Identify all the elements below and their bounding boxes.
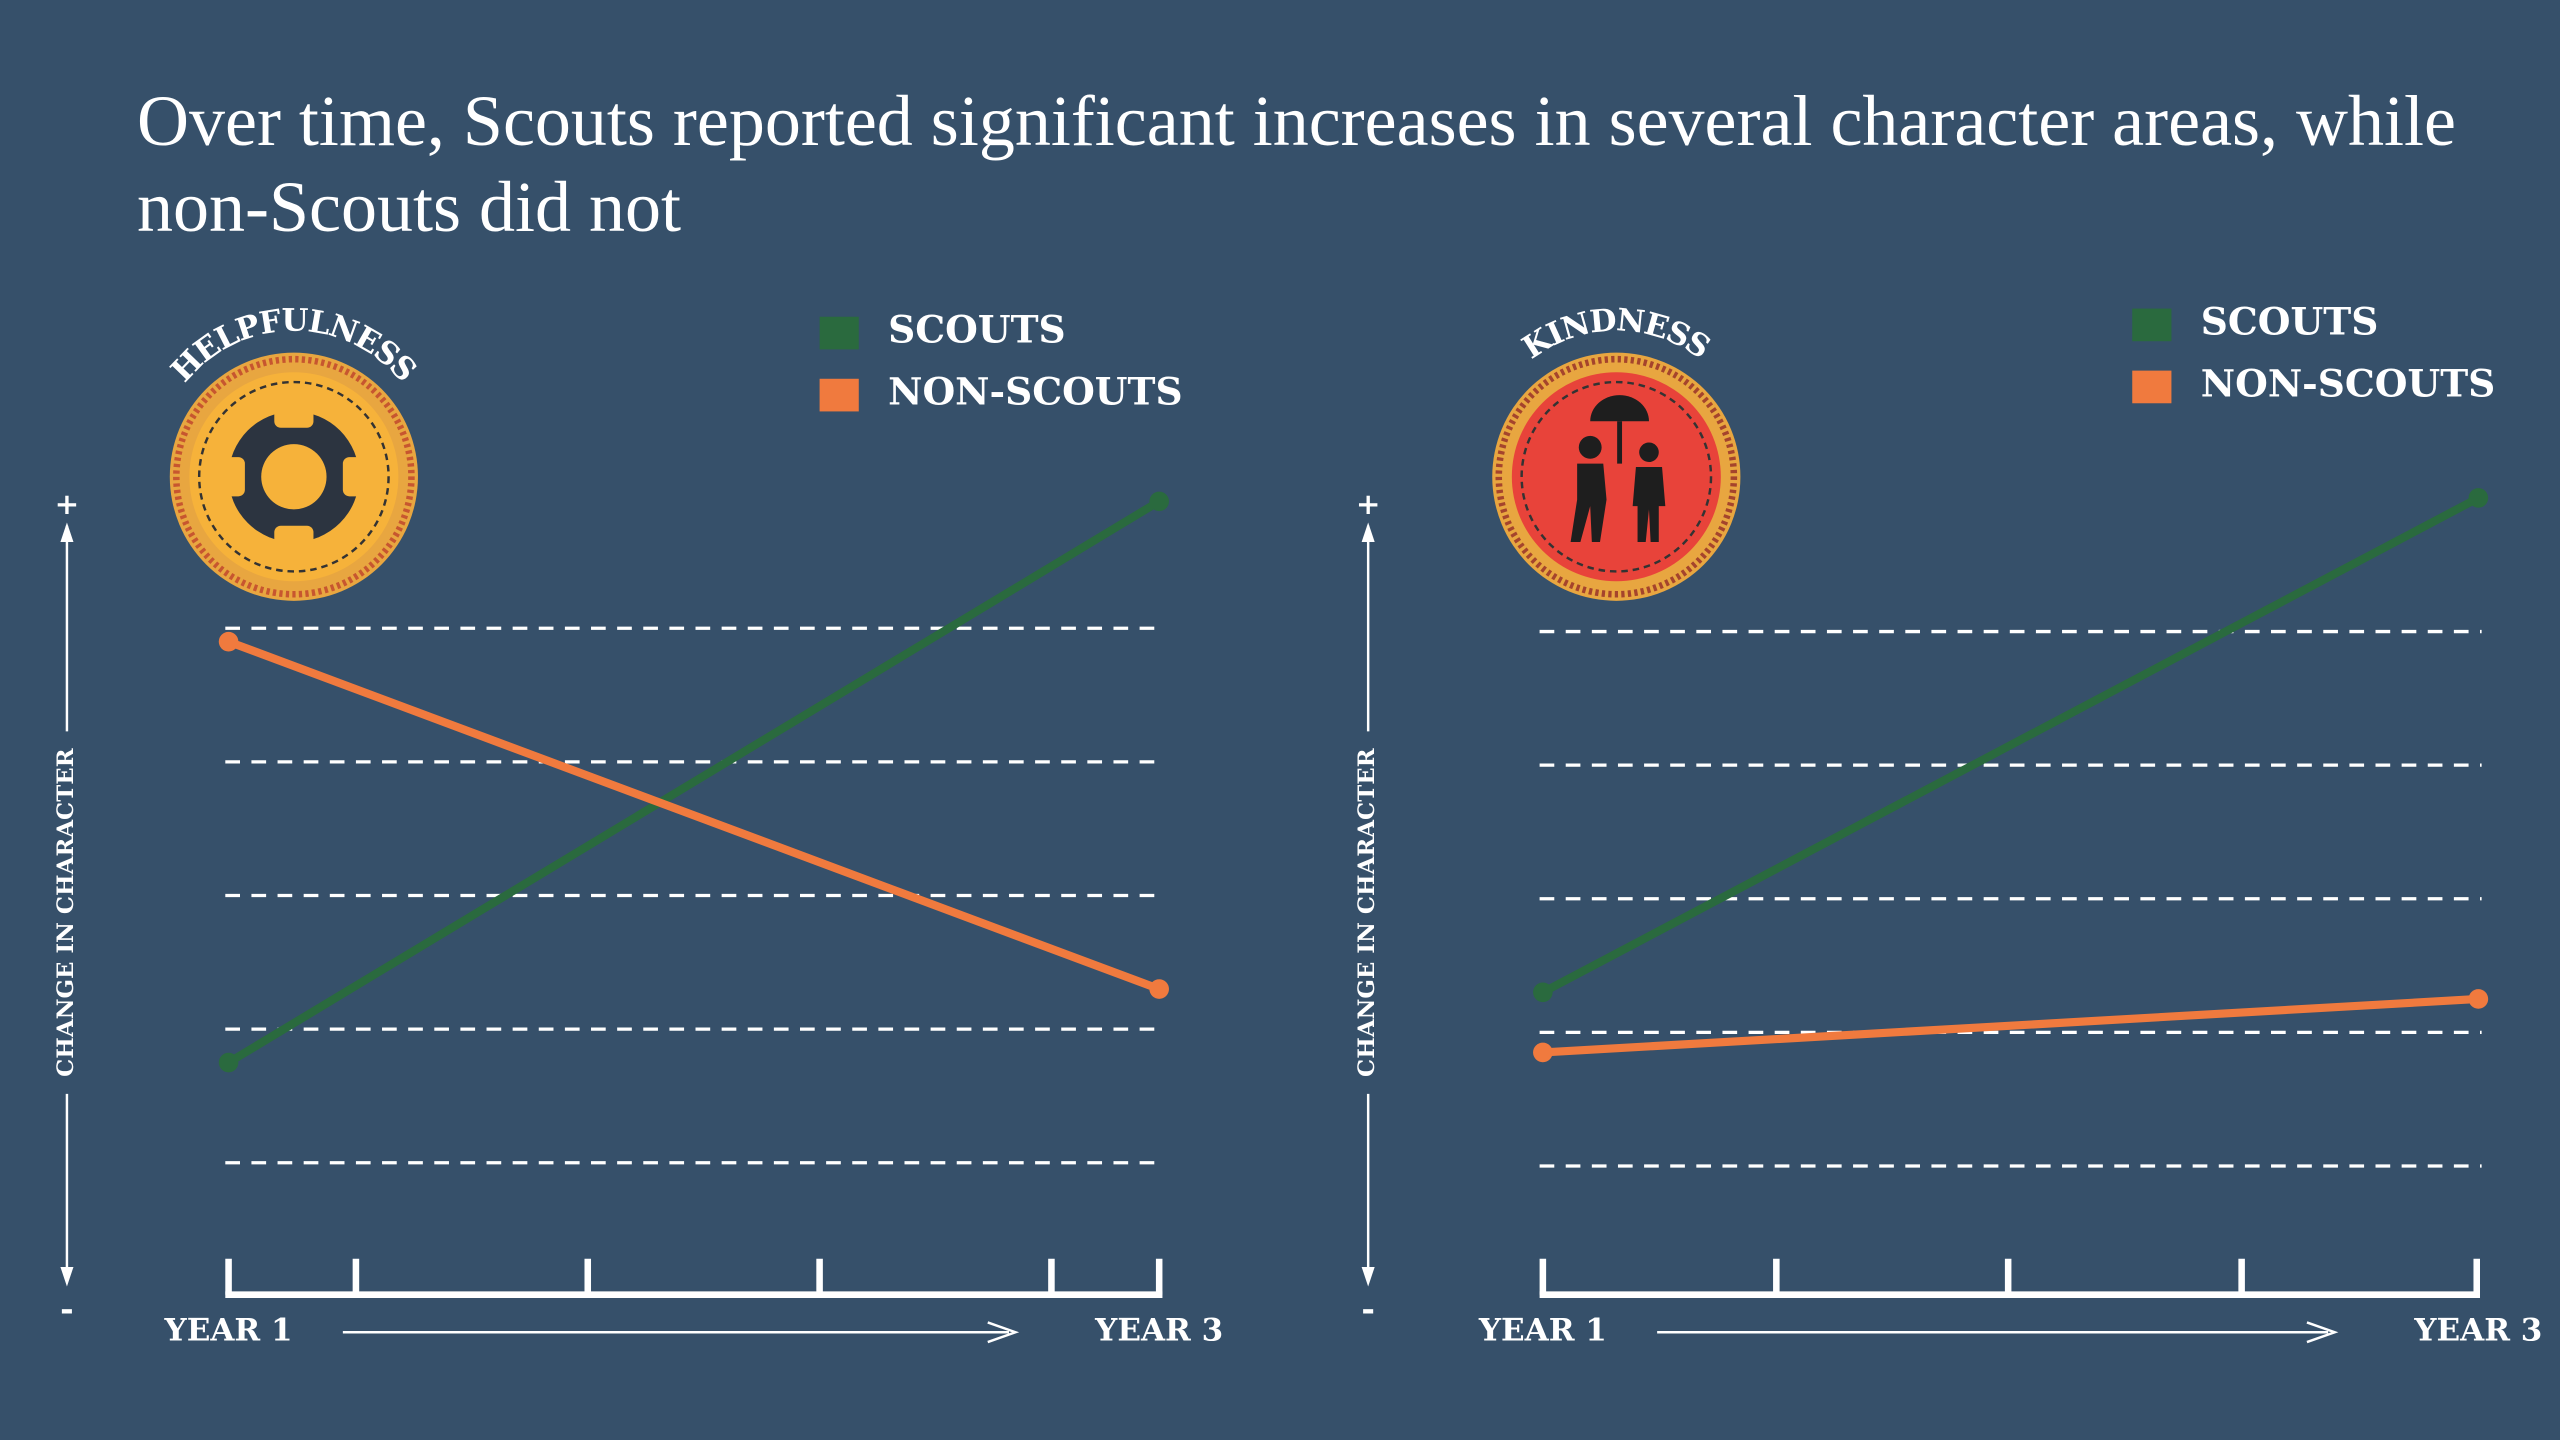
page-title: Over time, Scouts reported significant i… bbox=[137, 81, 2457, 247]
legend-swatch bbox=[819, 316, 859, 350]
x-tick-label: YEAR 1 bbox=[1478, 1313, 1607, 1349]
legend-swatch bbox=[819, 378, 859, 412]
y-top-label: + bbox=[1356, 486, 1381, 521]
data-point bbox=[218, 631, 239, 652]
data-point bbox=[2468, 488, 2489, 508]
series-line bbox=[1540, 494, 2481, 996]
arrow-head bbox=[60, 522, 74, 543]
arrow-head bbox=[60, 1266, 74, 1287]
x-tick-label: YEAR 1 bbox=[164, 1313, 293, 1349]
y-axis-label: CHANGE IN CHARACTER bbox=[53, 747, 79, 1077]
legend-label: NON-SCOUTS bbox=[2201, 361, 2495, 405]
data-point bbox=[1149, 491, 1169, 512]
legend-label: NON-SCOUTS bbox=[888, 370, 1182, 414]
data-point bbox=[1149, 979, 1169, 999]
data-point bbox=[1533, 1042, 1553, 1063]
arrow-head bbox=[987, 1321, 1020, 1344]
series-line bbox=[1542, 994, 2479, 1057]
y-axis-label: CHANGE IN CHARACTER bbox=[1354, 747, 1380, 1077]
data-point bbox=[218, 1052, 239, 1073]
legend-swatch bbox=[2132, 370, 2172, 404]
x-tick-label: YEAR 3 bbox=[2413, 1313, 2542, 1349]
y-top-label: + bbox=[55, 486, 80, 521]
data-point bbox=[1533, 982, 1553, 1003]
legend-label: SCOUTS bbox=[888, 308, 1066, 352]
data-point bbox=[2468, 989, 2489, 1009]
y-bottom-label: - bbox=[60, 1289, 74, 1328]
y-bottom-label: - bbox=[1361, 1289, 1375, 1328]
badge-helpfulness bbox=[169, 352, 418, 601]
arrow-head bbox=[1361, 522, 1375, 543]
legend-label: SCOUTS bbox=[2201, 299, 2379, 343]
arrow-head bbox=[2306, 1321, 2339, 1344]
x-tick-label: YEAR 3 bbox=[1094, 1313, 1223, 1349]
series-line bbox=[226, 497, 1162, 1067]
legend-swatch bbox=[2132, 308, 2172, 342]
series-line bbox=[227, 637, 1161, 993]
arrow-head bbox=[1361, 1266, 1375, 1287]
badge-kindness bbox=[1492, 352, 1741, 601]
